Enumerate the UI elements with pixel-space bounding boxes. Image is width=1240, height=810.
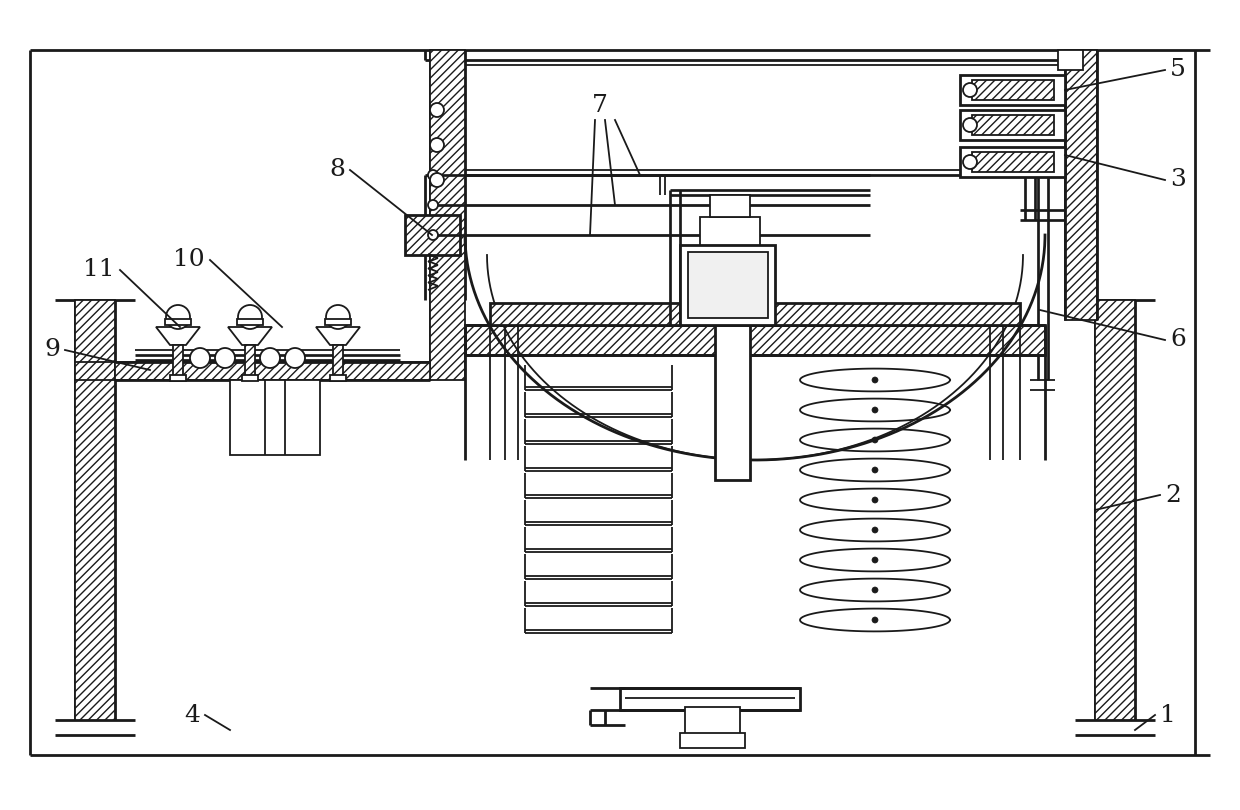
Text: 4: 4: [184, 704, 200, 727]
Bar: [1058, 50, 1083, 70]
Text: 7: 7: [591, 93, 608, 117]
Bar: [960, 75, 1065, 105]
Circle shape: [963, 83, 977, 97]
Text: 8: 8: [329, 159, 345, 181]
Circle shape: [430, 173, 444, 187]
Circle shape: [872, 407, 878, 413]
Bar: [334, 345, 343, 377]
Circle shape: [872, 497, 878, 503]
Circle shape: [428, 200, 438, 210]
Circle shape: [260, 348, 280, 368]
Bar: [242, 375, 258, 381]
Bar: [174, 345, 184, 377]
Circle shape: [872, 377, 878, 383]
Circle shape: [872, 617, 878, 623]
Text: 2: 2: [1166, 484, 1180, 506]
Circle shape: [428, 170, 438, 180]
Bar: [972, 152, 1054, 172]
Circle shape: [215, 348, 236, 368]
Bar: [960, 147, 1065, 177]
Text: 6: 6: [1171, 329, 1185, 352]
Circle shape: [872, 587, 878, 593]
Bar: [430, 50, 465, 380]
Circle shape: [872, 557, 878, 563]
Polygon shape: [316, 327, 360, 345]
Circle shape: [963, 155, 977, 169]
Text: 1: 1: [1159, 704, 1176, 727]
Bar: [680, 245, 775, 325]
Circle shape: [238, 305, 262, 329]
Circle shape: [326, 305, 350, 329]
Bar: [490, 303, 1021, 325]
Circle shape: [430, 138, 444, 152]
Bar: [330, 375, 346, 381]
Circle shape: [963, 118, 977, 132]
Polygon shape: [156, 327, 200, 345]
Bar: [715, 325, 750, 480]
Bar: [960, 110, 1065, 140]
Bar: [246, 345, 255, 377]
Bar: [701, 217, 760, 245]
Circle shape: [190, 348, 210, 368]
Circle shape: [872, 467, 878, 473]
Bar: [1095, 300, 1135, 720]
Bar: [684, 707, 740, 735]
Circle shape: [428, 230, 438, 240]
Bar: [165, 319, 191, 325]
Text: 5: 5: [1171, 58, 1185, 82]
Bar: [1065, 50, 1097, 320]
Bar: [115, 362, 430, 380]
Bar: [680, 733, 745, 748]
Bar: [711, 195, 750, 217]
Bar: [74, 300, 115, 720]
Text: 11: 11: [83, 258, 115, 282]
Polygon shape: [228, 327, 272, 345]
Bar: [170, 375, 186, 381]
Text: 3: 3: [1171, 168, 1185, 191]
Circle shape: [872, 527, 878, 533]
Bar: [405, 215, 460, 255]
Circle shape: [430, 103, 444, 117]
Bar: [688, 252, 768, 318]
Circle shape: [872, 437, 878, 443]
Bar: [237, 319, 263, 325]
Bar: [972, 80, 1054, 100]
Text: 10: 10: [174, 249, 205, 271]
Text: 9: 9: [45, 339, 60, 361]
Circle shape: [285, 348, 305, 368]
Circle shape: [166, 305, 190, 329]
Bar: [465, 325, 1045, 355]
Bar: [325, 319, 351, 325]
Bar: [972, 115, 1054, 135]
Bar: [620, 688, 800, 710]
Bar: [229, 380, 320, 455]
